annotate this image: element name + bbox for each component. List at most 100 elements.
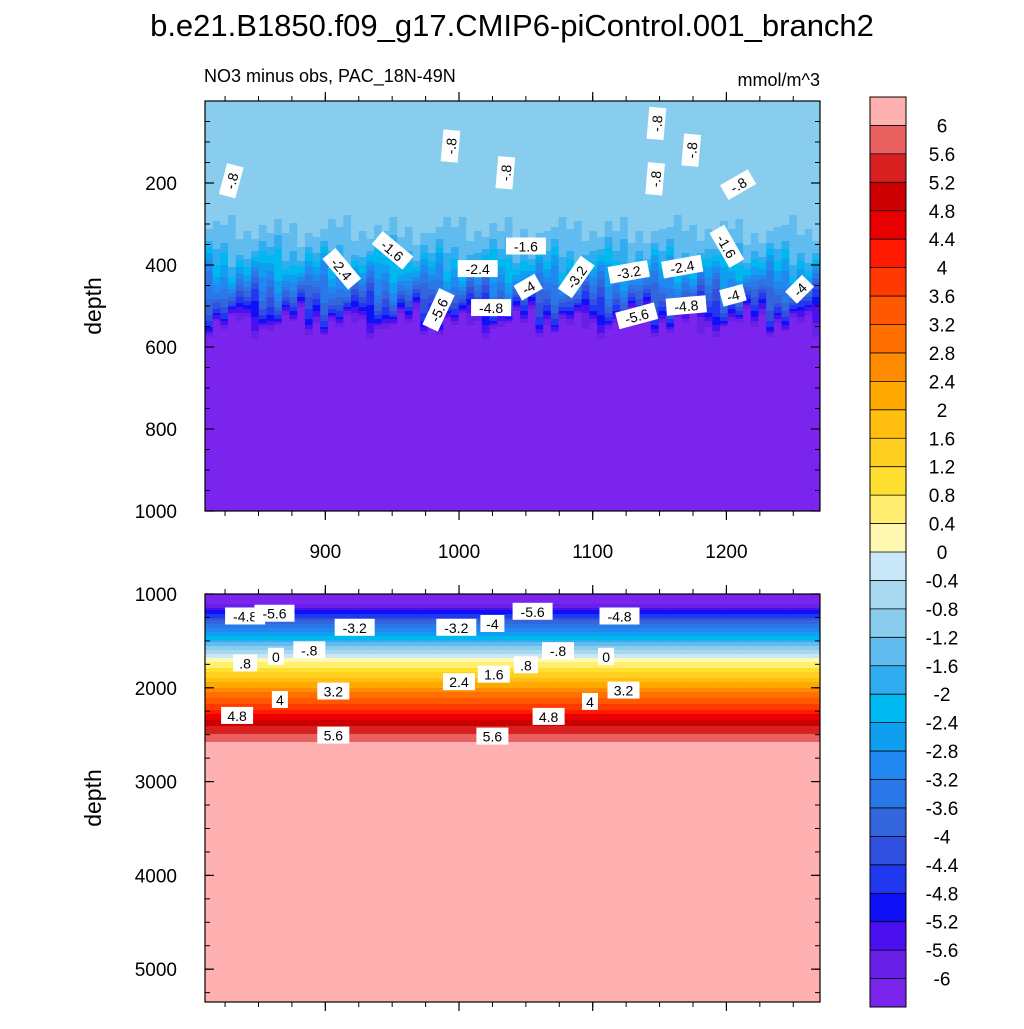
heatmap-cell (304, 449, 314, 452)
heatmap-cell (297, 339, 306, 342)
heatmap-cell (251, 123, 260, 126)
heatmap-cell (312, 193, 321, 196)
heatmap-cell (297, 389, 306, 392)
heatmap-cell (304, 307, 314, 310)
heatmap-cell (266, 449, 275, 452)
heatmap-cell (304, 185, 314, 188)
heatmap-cell (281, 415, 291, 418)
heatmap-cell (235, 277, 245, 280)
heatmap-cell (281, 281, 291, 284)
heatmap-cell (235, 267, 245, 270)
heatmap-cell (243, 317, 252, 320)
heatmap-cell (266, 465, 275, 468)
heatmap-cell (304, 341, 314, 344)
heatmap-cell (243, 393, 252, 396)
heatmap-cell (297, 409, 306, 412)
heatmap-cell (312, 251, 321, 254)
heatmap-cell (205, 327, 214, 330)
heatmap-cell (212, 433, 221, 436)
heatmap-cell (281, 411, 291, 414)
heatmap-cell (266, 479, 275, 482)
heatmap-cell (274, 303, 283, 306)
heatmap-cell (274, 385, 283, 388)
heatmap-cell (228, 473, 237, 476)
heatmap-cell (258, 335, 268, 338)
heatmap-cell (243, 503, 252, 506)
heatmap-cell (205, 101, 214, 104)
heatmap-cell (220, 213, 229, 216)
heatmap-cell (274, 417, 283, 420)
heatmap-cell (312, 285, 321, 288)
heatmap-cell (312, 141, 321, 144)
heatmap-cell (212, 287, 221, 290)
heatmap-cell (235, 215, 245, 218)
heatmap-cell (297, 301, 306, 304)
heatmap-cell (228, 143, 237, 146)
heatmap-cell (281, 463, 291, 466)
heatmap-cell (205, 371, 214, 374)
heatmap-cell (274, 379, 283, 382)
heatmap-cell (312, 201, 321, 204)
heatmap-cell (251, 225, 260, 228)
heatmap-cell (320, 169, 329, 172)
heatmap-cell (304, 407, 314, 410)
heatmap-cell (320, 107, 329, 110)
heatmap-cell (312, 437, 321, 440)
heatmap-cell (205, 393, 214, 396)
heatmap-cell (297, 481, 306, 484)
heatmap-cell (212, 125, 221, 128)
heatmap-cell (228, 131, 237, 134)
heatmap-cell (228, 129, 237, 132)
heatmap-cell (258, 259, 268, 262)
heatmap-cell (205, 241, 214, 244)
heatmap-cell (297, 267, 306, 270)
heatmap-cell (281, 159, 291, 162)
heatmap-cell (312, 111, 321, 114)
heatmap-cell (266, 323, 275, 326)
heatmap-cell (220, 377, 229, 380)
heatmap-cell (289, 217, 298, 220)
heatmap-cell (212, 339, 221, 342)
heatmap-cell (304, 173, 314, 176)
heatmap-cell (251, 249, 260, 252)
heatmap-cell (289, 453, 298, 456)
heatmap-cell (235, 205, 245, 208)
heatmap-cell (212, 267, 221, 270)
heatmap-cell (266, 365, 275, 368)
heatmap-cell (205, 431, 214, 434)
heatmap-cell (212, 221, 221, 224)
heatmap-cell (251, 333, 260, 336)
heatmap-cell (251, 175, 260, 178)
heatmap-cell (258, 469, 268, 472)
heatmap-cell (281, 251, 291, 254)
heatmap-cell (220, 143, 229, 146)
heatmap-cell (274, 325, 283, 328)
heatmap-cell (205, 277, 214, 280)
heatmap-cell (289, 493, 298, 496)
heatmap-cell (243, 411, 252, 414)
heatmap-cell (205, 173, 214, 176)
heatmap-cell (251, 245, 260, 248)
heatmap-cell (312, 365, 321, 368)
heatmap-cell (205, 483, 214, 486)
heatmap-cell (205, 467, 214, 470)
heatmap-cell (228, 163, 237, 166)
heatmap-cell (243, 403, 252, 406)
heatmap-cell (274, 363, 283, 366)
heatmap-cell (220, 209, 229, 212)
heatmap-cell (297, 261, 306, 264)
heatmap-cell (243, 163, 252, 166)
heatmap-cell (228, 109, 237, 112)
heatmap-cell (297, 291, 306, 294)
heatmap-cell (220, 263, 229, 266)
heatmap-cell (228, 403, 237, 406)
heatmap-cell (243, 131, 252, 134)
heatmap-cell (205, 379, 214, 382)
heatmap-cell (243, 469, 252, 472)
heatmap-cell (205, 403, 214, 406)
heatmap-cell (289, 437, 298, 440)
heatmap-cell (258, 215, 268, 218)
heatmap-cell (243, 103, 252, 106)
heatmap-cell (297, 485, 306, 488)
